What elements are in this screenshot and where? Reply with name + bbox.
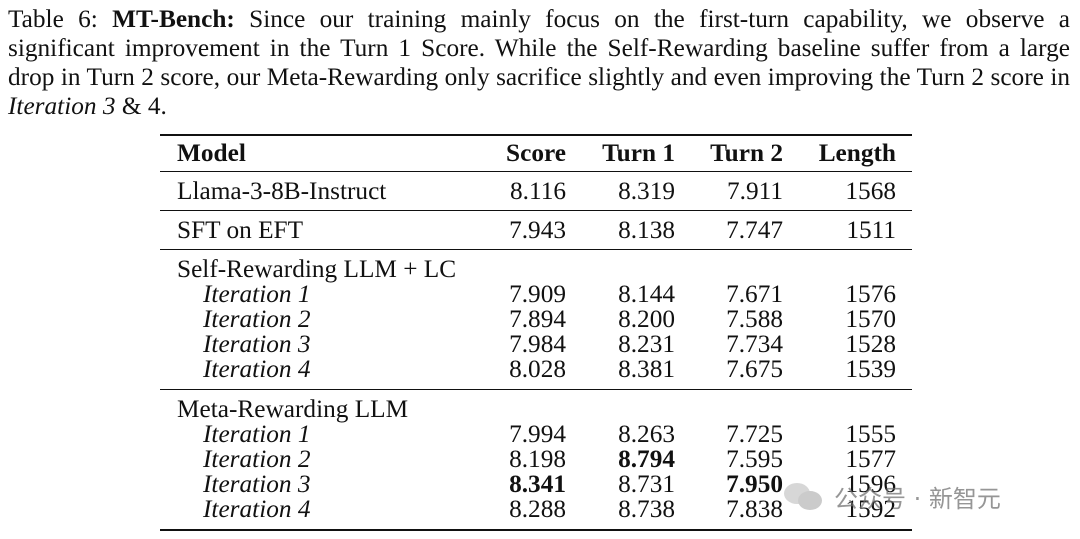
cell-score: 7.994	[509, 420, 566, 448]
cell-score: 8.288	[509, 495, 566, 523]
cell-turn1: 8.319	[618, 177, 675, 205]
wechat-icon	[784, 479, 826, 513]
cell-length: 1511	[846, 216, 896, 244]
table-row-model: Iteration 4	[203, 495, 311, 523]
cell-score: 7.909	[509, 280, 566, 308]
cell-turn1: 8.144	[618, 280, 675, 308]
bottom-rule	[160, 529, 912, 531]
group-title: Meta-Rewarding LLM	[177, 395, 409, 423]
cell-score-best: 8.341	[509, 470, 566, 498]
section-rule	[160, 389, 912, 390]
cell-turn1: 8.381	[618, 355, 675, 383]
cell-turn1: 8.263	[618, 420, 675, 448]
header-score: Score	[506, 139, 566, 167]
caption-title: MT-Bench:	[112, 5, 235, 33]
table-row-model: Llama-3-8B-Instruct	[177, 177, 387, 205]
cell-turn2: 7.588	[726, 305, 783, 333]
table-row-model: Iteration 3	[203, 330, 311, 358]
cell-turn1: 8.231	[618, 330, 675, 358]
table-row-model: SFT on EFT	[177, 216, 304, 244]
top-rule	[160, 134, 912, 136]
cell-length: 1576	[845, 280, 896, 308]
cell-score: 8.198	[509, 445, 566, 473]
cell-length: 1570	[845, 305, 896, 333]
header-turn1: Turn 1	[602, 139, 675, 167]
section-rule	[160, 249, 912, 250]
cell-turn2: 7.595	[726, 445, 783, 473]
cell-length: 1528	[845, 330, 896, 358]
section-rule	[160, 210, 912, 211]
cell-length: 1539	[845, 355, 896, 383]
table-row-model: Iteration 3	[203, 470, 311, 498]
cell-score: 7.984	[509, 330, 566, 358]
cell-turn2: 7.734	[726, 330, 783, 358]
cell-turn2-best: 7.950	[726, 470, 783, 498]
cell-turn1: 8.138	[618, 216, 675, 244]
header-length: Length	[818, 139, 896, 167]
table-row-model: Iteration 2	[203, 445, 311, 473]
table-row-model: Iteration 1	[203, 420, 311, 448]
watermark: 公众号 · 新智元	[784, 476, 1001, 516]
header-rule	[160, 171, 912, 172]
cell-score: 8.116	[510, 177, 566, 205]
cell-score: 7.943	[509, 216, 566, 244]
cell-turn2: 7.911	[727, 177, 783, 205]
cell-turn1: 8.738	[618, 495, 675, 523]
caption-text: Since our training mainly focus on the f…	[8, 5, 1070, 91]
table-row-model: Iteration 4	[203, 355, 311, 383]
cell-length: 1577	[845, 445, 896, 473]
caption-text-end: & 4.	[115, 92, 167, 120]
cell-length: 1592	[845, 495, 896, 523]
cell-score: 7.894	[509, 305, 566, 333]
cell-turn1: 8.731	[618, 470, 675, 498]
cell-length: 1568	[845, 177, 896, 205]
cell-turn1: 8.200	[618, 305, 675, 333]
cell-turn2: 7.725	[726, 420, 783, 448]
cell-turn2: 7.838	[726, 495, 783, 523]
cell-turn1-best: 8.794	[618, 445, 675, 473]
cell-turn2: 7.675	[726, 355, 783, 383]
cell-turn2: 7.671	[726, 280, 783, 308]
table-caption: Table 6: MT-Bench: Since our training ma…	[8, 5, 1070, 121]
header-model: Model	[177, 139, 246, 167]
table-row-model: Iteration 2	[203, 305, 311, 333]
caption-label: Table 6:	[8, 5, 98, 33]
cell-length: 1555	[845, 420, 896, 448]
watermark-text: 公众号 · 新智元	[834, 484, 1001, 513]
table-row-model: Iteration 1	[203, 280, 311, 308]
cell-turn2: 7.747	[726, 216, 783, 244]
header-turn2: Turn 2	[710, 139, 783, 167]
group-title: Self-Rewarding LLM + LC	[177, 255, 457, 283]
results-table: Model Score Turn 1 Turn 2 Length Llama-3…	[160, 134, 912, 532]
cell-length: 1596	[845, 470, 896, 498]
caption-italic: Iteration 3	[8, 92, 116, 120]
cell-score: 8.028	[509, 355, 566, 383]
